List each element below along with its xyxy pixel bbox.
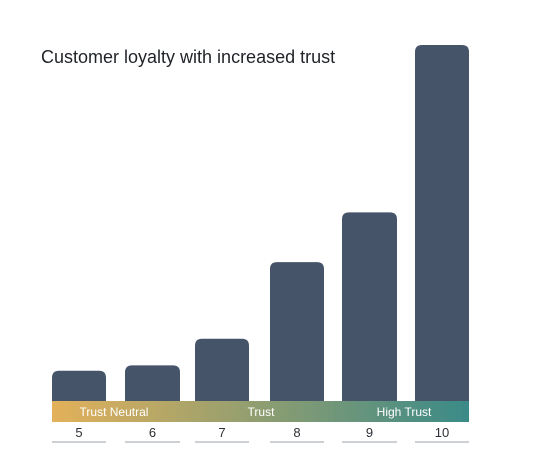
chart-title: Customer loyalty with increased trust bbox=[41, 47, 336, 67]
category-label-8: 8 bbox=[293, 425, 300, 440]
trust-band-label: Trust Neutral bbox=[80, 405, 149, 419]
trust-band-label: High Trust bbox=[377, 405, 432, 419]
category-label-9: 9 bbox=[366, 425, 373, 440]
trust-band-label: Trust bbox=[248, 405, 276, 419]
bar-10 bbox=[415, 45, 469, 401]
trust-band bbox=[52, 401, 469, 422]
category-label-6: 6 bbox=[149, 425, 156, 440]
category-label-10: 10 bbox=[435, 425, 449, 440]
bar-6 bbox=[125, 365, 180, 401]
bar-8 bbox=[270, 262, 324, 401]
category-label-5: 5 bbox=[75, 425, 82, 440]
bar-5 bbox=[52, 370, 106, 401]
bar-7 bbox=[195, 338, 249, 401]
category-label-7: 7 bbox=[218, 425, 225, 440]
bar-9 bbox=[342, 212, 397, 401]
